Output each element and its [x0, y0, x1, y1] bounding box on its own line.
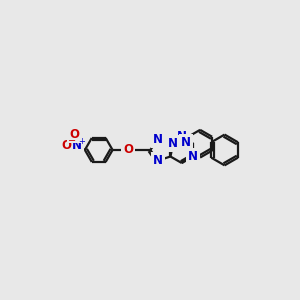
Text: N: N — [181, 136, 191, 149]
Text: N: N — [166, 137, 176, 150]
Text: +: + — [78, 137, 85, 146]
Text: N: N — [153, 154, 163, 167]
Text: N: N — [168, 137, 178, 150]
Text: O: O — [61, 139, 71, 152]
Text: O: O — [69, 128, 79, 141]
Text: N: N — [72, 139, 82, 152]
Text: −: − — [68, 136, 76, 146]
Text: N: N — [153, 133, 163, 146]
Text: N: N — [177, 130, 187, 143]
Text: N: N — [188, 150, 198, 163]
Text: O: O — [123, 143, 133, 157]
